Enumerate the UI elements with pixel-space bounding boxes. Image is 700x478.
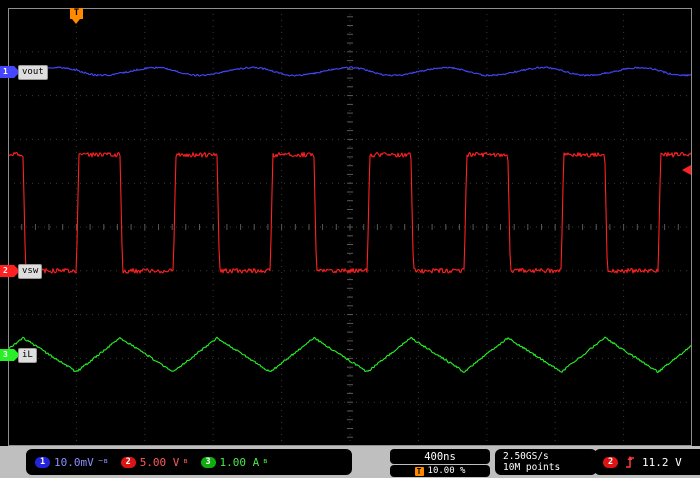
- ch1-vout-trace: [8, 66, 692, 77]
- ch2-waveform-label: vsw: [18, 264, 43, 279]
- ch2-scale-readout: 5.00 V: [139, 455, 180, 469]
- trigger-readout: 2 11.2 V: [594, 449, 700, 475]
- trigger-level-value: 11.2 V: [642, 455, 682, 469]
- trigger-t-icon: T: [414, 466, 424, 476]
- ch3-readout: 3 1.00 A ʙ: [200, 455, 268, 469]
- record-length-value: 10M points: [503, 462, 561, 473]
- waveform-display: [8, 8, 692, 446]
- ch1-badge: 1: [35, 456, 50, 468]
- ch3-il-trace: [8, 336, 692, 374]
- ch2-vsw-trace: [8, 151, 692, 274]
- status-bar: 1 10.0mV ~ʙ 2 5.00 V ʙ 3 1.00 A ʙ 400ns …: [0, 446, 700, 478]
- channel-readouts: 1 10.0mV ~ʙ 2 5.00 V ʙ 3 1.00 A ʙ: [26, 449, 352, 475]
- ch1-readout: 1 10.0mV ~ʙ: [35, 456, 108, 469]
- ch3-coupling-icon: ʙ: [263, 456, 268, 465]
- ch2-ground-marker: 2: [0, 265, 20, 277]
- ch2-readout: 2 5.00 V ʙ: [120, 455, 188, 469]
- trigger-position-value: 10.00 %: [427, 466, 466, 476]
- trigger-source-badge: 2: [603, 456, 618, 468]
- graticule-grid: [8, 8, 692, 446]
- trigger-position-marker: T: [70, 8, 83, 24]
- ch1-scale-readout: 10.0mV: [54, 455, 94, 469]
- ch3-scale-readout: 1.00 A: [219, 455, 260, 469]
- ch1-coupling-icon: ~ʙ: [97, 456, 108, 465]
- acquisition-readout: 2.50GS/s 10M points: [495, 449, 597, 475]
- timebase-value: 400ns: [424, 450, 456, 463]
- ch3-waveform-label: iL: [18, 348, 37, 363]
- ch1-waveform-label: vout: [18, 65, 48, 80]
- ch3-ground-marker: 3: [0, 349, 20, 361]
- graticule-area: T 1 vout 2 vsw 3 iL: [0, 8, 692, 446]
- ch1-ground-marker: 1: [0, 66, 20, 78]
- graticule-frame: [8, 8, 692, 446]
- rising-edge-icon: [626, 456, 634, 468]
- ch2-badge: 2: [120, 456, 136, 468]
- trigger-position-readout: T 10.00 %: [390, 465, 490, 477]
- ch2-coupling-icon: ʙ: [183, 456, 188, 465]
- trigger-level-arrow: [682, 165, 691, 175]
- sample-rate-value: 2.50GS/s: [503, 451, 549, 462]
- ch3-badge: 3: [200, 456, 216, 468]
- timebase-readout: 400ns: [390, 449, 490, 464]
